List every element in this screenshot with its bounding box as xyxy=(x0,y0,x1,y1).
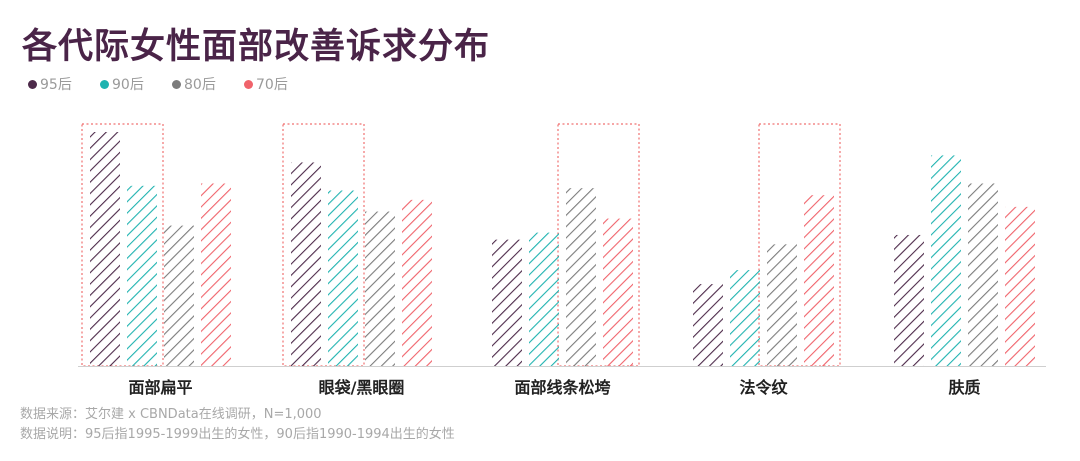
bar-95后-法令纹 xyxy=(693,284,723,366)
highlight-box xyxy=(81,123,164,367)
bar-90后-肤质 xyxy=(931,155,961,366)
category-label: 法令纹 xyxy=(739,378,788,397)
legend-item-80后: 80后 xyxy=(172,74,244,94)
legend-item-70后: 70后 xyxy=(244,74,316,94)
legend-label: 90后 xyxy=(112,77,144,93)
bar-90后-眼袋/黑眼圈 xyxy=(328,190,358,366)
legend-item-95后: 95后 xyxy=(28,74,100,94)
chart-title: 各代际女性面部改善诉求分布 xyxy=(22,27,491,67)
legend: 95后 90后 80后 70后 xyxy=(28,74,316,94)
bar-80后-面部线条松垮 xyxy=(566,188,596,366)
bar-80后-法令纹 xyxy=(767,244,797,366)
bar-90后-法令纹 xyxy=(730,270,760,366)
category-labels: 面部扁平 眼袋/黑眼圈 面部线条松垮 法令纹 肤质 xyxy=(128,378,980,397)
bar-90后-面部扁平 xyxy=(127,185,157,366)
bar-80后-眼袋/黑眼圈 xyxy=(365,211,395,366)
bar-70后-面部线条松垮 xyxy=(603,218,633,366)
bars xyxy=(90,132,1035,366)
category-label: 肤质 xyxy=(948,378,980,397)
bar-70后-眼袋/黑眼圈 xyxy=(402,199,432,366)
bar-80后-面部扁平 xyxy=(164,225,194,366)
legend-label: 70后 xyxy=(256,77,288,93)
highlight-box xyxy=(758,123,841,367)
legend-label: 95后 xyxy=(40,77,72,93)
highlight-box xyxy=(282,123,365,367)
bar-90后-面部线条松垮 xyxy=(529,232,559,366)
legend-item-90后: 90后 xyxy=(100,74,172,94)
legend-dot-icon xyxy=(172,79,181,89)
category-label: 眼袋/黑眼圈 xyxy=(319,378,405,397)
bar-70后-面部扁平 xyxy=(201,183,231,366)
source-note: 数据来源：艾尔建 x CBNData在线调研，N=1,000 xyxy=(20,407,322,422)
bar-95后-肤质 xyxy=(894,234,924,366)
bar-70后-肤质 xyxy=(1005,206,1035,366)
category-label: 面部线条松垮 xyxy=(514,378,610,397)
legend-dot-icon xyxy=(244,79,253,89)
bar-70后-法令纹 xyxy=(804,195,834,366)
bar-80后-肤质 xyxy=(968,183,998,366)
bar-95后-面部线条松垮 xyxy=(492,239,522,366)
category-label: 面部扁平 xyxy=(128,378,192,397)
highlight-boxes xyxy=(81,123,841,367)
legend-label: 80后 xyxy=(184,77,216,93)
legend-dot-icon xyxy=(28,79,37,89)
data-note: 数据说明：95后指1995-1999出生的女性，90后指1990-1994出生的… xyxy=(20,427,455,442)
bar-95后-面部扁平 xyxy=(90,132,120,366)
bar-95后-眼袋/黑眼圈 xyxy=(291,162,321,366)
footnotes: 数据来源：艾尔建 x CBNData在线调研，N=1,000 数据说明：95后指… xyxy=(20,405,455,445)
highlight-box xyxy=(557,123,640,367)
legend-dot-icon xyxy=(100,79,109,89)
